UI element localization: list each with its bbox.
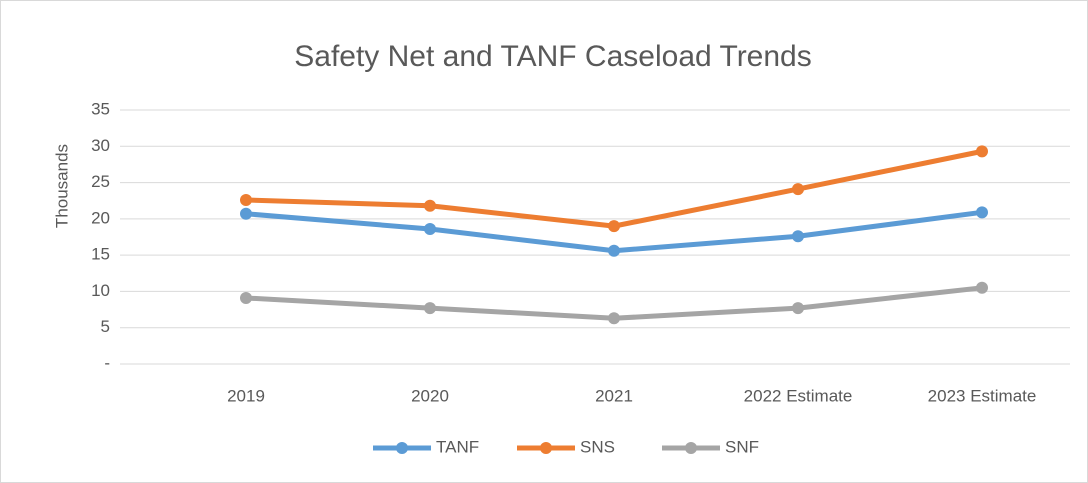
- y-axis-label: Thousands: [52, 144, 71, 228]
- y-tick-label: 35: [91, 99, 110, 118]
- data-point: [608, 312, 620, 325]
- y-tick-label: 25: [91, 172, 110, 191]
- y-tick-label: -: [104, 353, 110, 372]
- data-point: [240, 207, 252, 220]
- data-point: [976, 281, 988, 294]
- data-point: [240, 291, 252, 304]
- x-tick-label: 2022 Estimate: [744, 386, 853, 405]
- legend-marker: [685, 442, 697, 454]
- data-point: [608, 244, 620, 257]
- x-tick-label: 2021: [595, 386, 633, 405]
- data-point: [240, 193, 252, 206]
- y-tick-label: 15: [91, 245, 110, 264]
- data-point: [792, 183, 804, 196]
- data-point: [424, 223, 436, 236]
- data-point: [792, 302, 804, 315]
- legend-marker: [540, 442, 552, 454]
- data-point: [792, 230, 804, 243]
- data-point: [608, 220, 620, 233]
- legend-label: TANF: [436, 437, 479, 456]
- data-point: [976, 145, 988, 158]
- y-tick-label: 5: [101, 317, 110, 336]
- x-tick-label: 2023 Estimate: [928, 386, 1037, 405]
- chart-title: Safety Net and TANF Caseload Trends: [294, 40, 812, 73]
- data-point: [424, 199, 436, 212]
- legend-label: SNF: [725, 437, 759, 456]
- y-tick-label: 10: [91, 281, 110, 300]
- x-tick-label: 2019: [227, 386, 265, 405]
- data-point: [424, 302, 436, 315]
- y-tick-label: 30: [91, 136, 110, 155]
- x-tick-label: 2020: [411, 386, 449, 405]
- legend-label: SNS: [580, 437, 615, 456]
- legend-marker: [396, 442, 408, 454]
- y-tick-label: 20: [91, 208, 110, 227]
- data-point: [976, 206, 988, 219]
